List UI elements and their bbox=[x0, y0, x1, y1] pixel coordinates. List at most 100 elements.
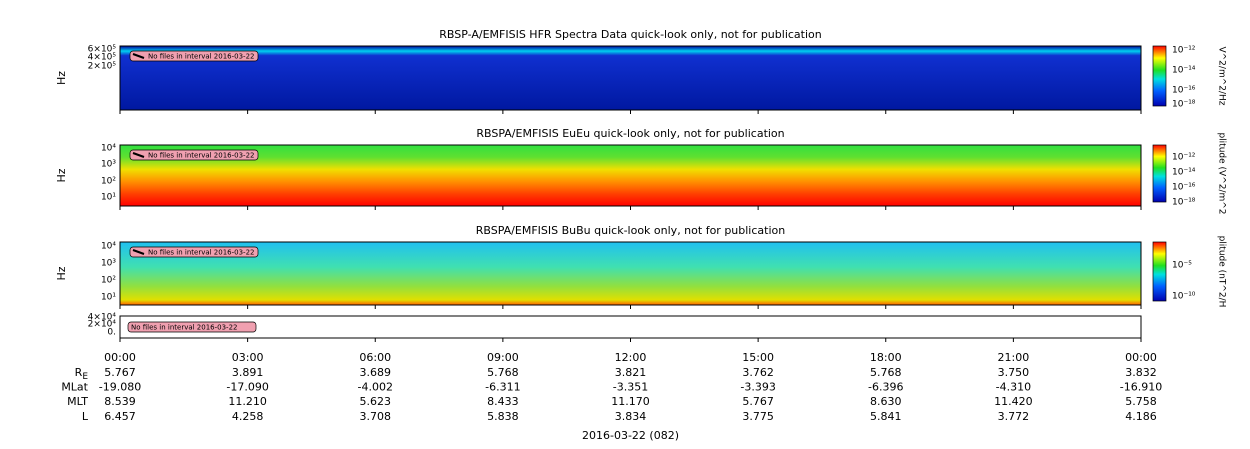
time-label: 18:00 bbox=[870, 351, 902, 364]
panel-title: RBSP-A/EMFISIS HFR Spectra Data quick-lo… bbox=[439, 28, 822, 41]
ephemeris-value: -16.910 bbox=[1120, 381, 1162, 394]
colorbar-tick-label: 10⁻¹⁴ bbox=[1172, 168, 1196, 178]
ephemeris-value: 3.708 bbox=[360, 410, 392, 423]
y-tick-label: 10³ bbox=[101, 160, 116, 170]
notice: No files in interval 2016-03-22 bbox=[129, 50, 259, 62]
y-tick-label: 6×10⁵ bbox=[88, 45, 117, 55]
y-tick-label: 10¹ bbox=[101, 293, 116, 303]
ephemeris-value: 3.750 bbox=[998, 366, 1030, 379]
ephemeris-value: 3.689 bbox=[360, 366, 392, 379]
y-tick-label: 10² bbox=[101, 177, 116, 187]
y-tick-label: 10³ bbox=[101, 259, 116, 269]
ephemeris-value: 5.768 bbox=[487, 366, 519, 379]
notice-icon bbox=[132, 152, 145, 158]
ephemeris-label-main: L bbox=[82, 410, 89, 423]
colorbar bbox=[1152, 45, 1167, 107]
ephemeris-label: RE bbox=[75, 366, 89, 382]
colorbar-label: plitude (V^2/m^2 bbox=[1217, 132, 1227, 214]
time-label: 00:00 bbox=[104, 351, 136, 364]
colorbar bbox=[1152, 144, 1167, 203]
colorbar-label: V^2/m^2/Hz bbox=[1217, 46, 1227, 105]
ephemeris-value: 5.623 bbox=[360, 395, 392, 408]
notice-box bbox=[129, 149, 259, 161]
ephemeris-value: -3.351 bbox=[613, 381, 648, 394]
ephemeris-label-main: MLat bbox=[61, 381, 88, 394]
colorbar-tick-label: 10⁻¹² bbox=[1172, 153, 1196, 163]
y-tick-label: 0. bbox=[107, 328, 116, 338]
ephemeris-value: 8.539 bbox=[104, 395, 136, 408]
ephemeris-value: 11.210 bbox=[228, 395, 267, 408]
ephemeris-value: -6.311 bbox=[485, 381, 520, 394]
time-label: 21:00 bbox=[998, 351, 1030, 364]
panel-title: RBSPA/EMFISIS EuEu quick-look only, not … bbox=[476, 127, 784, 140]
ephemeris-value: 5.841 bbox=[870, 410, 902, 423]
ephemeris-value: 4.186 bbox=[1125, 410, 1157, 423]
colorbar-tick-label: 10⁻¹² bbox=[1172, 46, 1196, 56]
notice: No files in interval 2016-03-22 bbox=[127, 321, 257, 333]
notice-icon bbox=[132, 249, 145, 255]
y-axis-label: Hz bbox=[55, 168, 68, 182]
ephemeris-value: 3.834 bbox=[615, 410, 647, 423]
spectrogram bbox=[119, 144, 1142, 207]
ephemeris-value: -3.393 bbox=[740, 381, 775, 394]
spectrogram bbox=[119, 241, 1142, 306]
ephemeris-value: 3.832 bbox=[1125, 366, 1157, 379]
colorbar-tick-label: 10⁻¹⁸ bbox=[1172, 100, 1196, 110]
panel-title: RBSPA/EMFISIS BuBu quick-look only, not … bbox=[476, 224, 786, 237]
notice: No files in interval 2016-03-22 bbox=[129, 246, 259, 258]
ephemeris-value: 5.758 bbox=[1125, 395, 1157, 408]
ephemeris-value: -17.090 bbox=[226, 381, 268, 394]
y-tick-label: 4×10⁵ bbox=[88, 53, 117, 63]
notice-box bbox=[129, 50, 259, 62]
y-tick-label: 2×10⁴ bbox=[88, 320, 117, 330]
ephemeris-value: 8.433 bbox=[487, 395, 519, 408]
y-tick-label: 10² bbox=[101, 276, 116, 286]
y-tick-label: 2×10⁵ bbox=[88, 62, 117, 72]
ephemeris-label-sub: E bbox=[82, 372, 88, 382]
ephemeris-value: -19.080 bbox=[99, 381, 141, 394]
ephemeris-value: 6.457 bbox=[104, 410, 136, 423]
ephemeris-label: MLat bbox=[61, 381, 88, 394]
notice-icon bbox=[132, 53, 145, 59]
ephemeris-value: 5.768 bbox=[870, 366, 902, 379]
colorbar-tick-label: 10⁻¹⁰ bbox=[1172, 292, 1196, 302]
ephemeris-label-main: MLT bbox=[67, 395, 88, 408]
ephemeris-value: 3.821 bbox=[615, 366, 647, 379]
ephemeris-value: 5.767 bbox=[104, 366, 136, 379]
ephemeris-value: 3.891 bbox=[232, 366, 264, 379]
colorbar-tick-label: 10⁻⁵ bbox=[1172, 261, 1192, 271]
y-axis-label: Hz bbox=[55, 266, 68, 280]
ephemeris-label: L bbox=[82, 410, 89, 423]
colorbar-tick-label: 10⁻¹⁶ bbox=[1172, 86, 1196, 96]
notice-text: No files in interval 2016-03-22 bbox=[148, 249, 254, 257]
colorbar-tick-label: 10⁻¹⁶ bbox=[1172, 183, 1196, 193]
spectrogram bbox=[119, 315, 1142, 339]
colorbar bbox=[1152, 241, 1167, 302]
y-tick-label: 4×10⁴ bbox=[88, 313, 117, 323]
colorbar-tick-label: 10⁻¹⁴ bbox=[1172, 66, 1196, 76]
notice-box bbox=[129, 246, 259, 258]
ephemeris-value: -4.002 bbox=[358, 381, 393, 394]
ephemeris-value: 5.838 bbox=[487, 410, 519, 423]
y-tick-label: 10⁴ bbox=[101, 242, 116, 252]
notice-text: No files in interval 2016-03-22 bbox=[131, 324, 237, 332]
notice-box bbox=[127, 321, 257, 333]
time-label: 00:00 bbox=[1125, 351, 1157, 364]
ephemeris-value: 11.170 bbox=[611, 395, 650, 408]
date-label: 2016-03-22 (082) bbox=[582, 429, 679, 442]
ephemeris-value: -6.396 bbox=[868, 381, 903, 394]
ephemeris-value: 4.258 bbox=[232, 410, 264, 423]
time-label: 03:00 bbox=[232, 351, 264, 364]
ephemeris-value: 5.767 bbox=[742, 395, 774, 408]
ephemeris-value: 3.775 bbox=[742, 410, 774, 423]
ephemeris-value: 11.420 bbox=[994, 395, 1033, 408]
colorbar-tick-label: 10⁻¹⁸ bbox=[1172, 198, 1196, 208]
ephemeris-value: 3.772 bbox=[998, 410, 1030, 423]
time-label: 15:00 bbox=[742, 351, 774, 364]
time-label: 06:00 bbox=[359, 351, 391, 364]
time-label: 12:00 bbox=[615, 351, 647, 364]
y-tick-label: 10⁴ bbox=[101, 144, 116, 154]
notice-text: No files in interval 2016-03-22 bbox=[148, 152, 254, 160]
